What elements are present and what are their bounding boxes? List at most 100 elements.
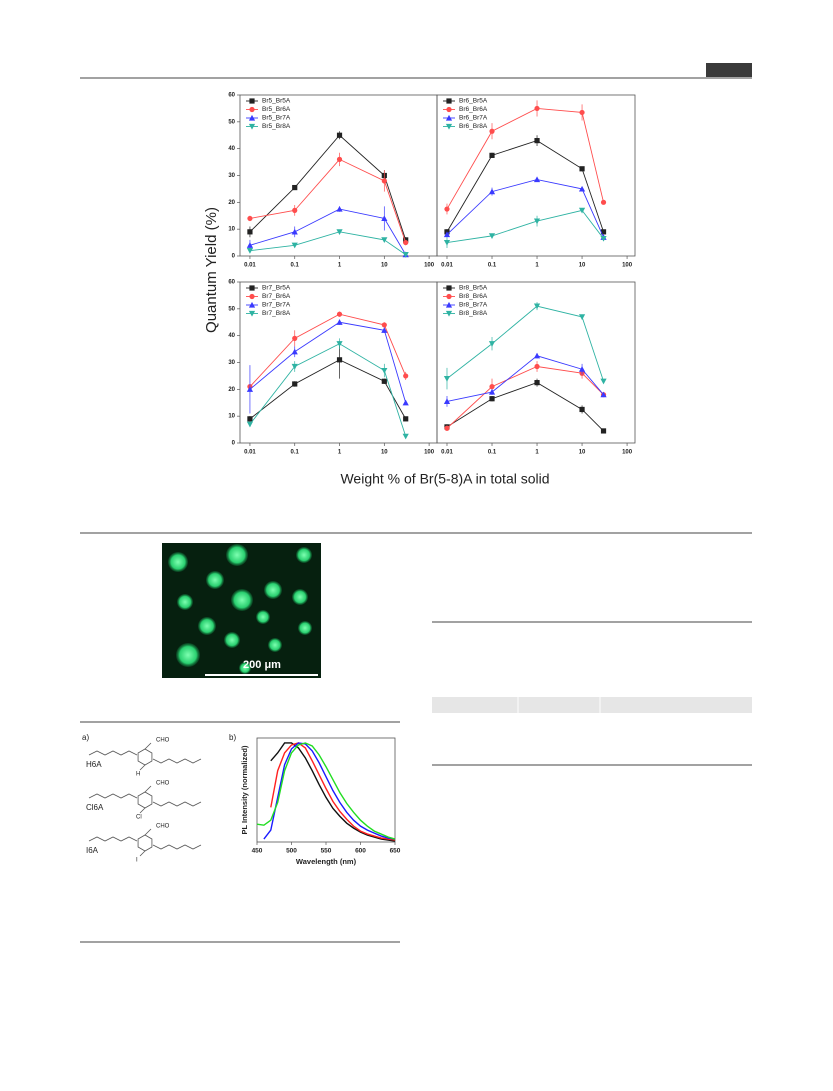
point (402, 433, 409, 440)
alkoxy-chain (88, 836, 138, 842)
legend-marker (249, 285, 255, 291)
legend-label: Br7_Br6A (262, 293, 291, 300)
point (291, 242, 298, 249)
x-tick-label: 0.1 (291, 263, 300, 269)
point (403, 239, 409, 246)
legend-marker (248, 301, 256, 308)
point (488, 388, 496, 395)
point (403, 416, 409, 422)
y-tick-label: 0 (232, 441, 236, 447)
compound-name: Cl6A (86, 803, 104, 812)
point (443, 239, 451, 246)
x-tick-label: 100 (424, 450, 435, 456)
legend-label: Br6_Br8A (459, 123, 488, 130)
y-axis-label: PL Intensity (normalized) (240, 745, 249, 835)
legend-marker (248, 114, 256, 121)
point (489, 128, 495, 134)
chart: 0.01 0.1 1 10 1000102030405060Br5_Br5ABr5_Br… (228, 93, 438, 269)
point (600, 428, 607, 434)
point (578, 207, 586, 214)
y-tick-label: 20 (228, 200, 235, 206)
alkoxy-chain (88, 750, 138, 756)
legend-marker (446, 293, 452, 300)
point (534, 380, 540, 386)
legend-label: Br7_Br5A (262, 285, 291, 292)
alkoxy-chain (152, 801, 202, 807)
legend-marker (445, 123, 453, 130)
x-tick-label: 0.01 (441, 263, 453, 269)
chart: 450 500 550 600 650 Wavelength (nm) PL Intensi… (240, 737, 401, 866)
legend-marker (249, 98, 255, 104)
y-tick-label: 20 (228, 387, 235, 393)
legend-marker (249, 293, 255, 300)
point (600, 229, 607, 235)
legend-label: Br8_Br6A (459, 293, 488, 300)
x-tick-label: 0.01 (244, 263, 256, 269)
x-tick-label: 0.1 (488, 263, 497, 269)
point (489, 396, 495, 402)
point (246, 421, 254, 428)
point (336, 311, 343, 317)
cells (168, 544, 312, 674)
bond (144, 828, 152, 836)
point (292, 184, 298, 191)
micrograph: 200 μm (162, 543, 321, 678)
x-axis-label: Wavelength (nm) (296, 857, 357, 866)
point (336, 156, 343, 162)
point (292, 207, 298, 213)
point (489, 152, 495, 158)
point (533, 352, 541, 359)
x-tick-label: 10 (381, 450, 388, 456)
legend-label: Br6_Br7A (459, 115, 488, 122)
legend-label: Br7_Br7A (262, 302, 291, 309)
point (336, 319, 343, 325)
point (600, 391, 607, 398)
point (534, 105, 540, 112)
legend-marker (248, 123, 256, 130)
y-tick-label: 30 (228, 360, 235, 366)
x-tick-label: 100 (622, 263, 633, 269)
point (600, 235, 607, 242)
y-tick-label: 60 (228, 93, 235, 99)
x-tick-label: 100 (622, 450, 633, 456)
series-line (270, 742, 396, 842)
point (247, 215, 253, 222)
point (443, 398, 451, 405)
x-tick-label: 500 (286, 848, 297, 855)
bond (139, 807, 146, 814)
compound-name: I6A (86, 846, 99, 855)
legend-label: Br7_Br8A (262, 310, 291, 317)
point (600, 378, 607, 385)
point (381, 322, 387, 328)
point (246, 242, 254, 248)
x-tick-label: 650 (390, 848, 401, 855)
table-header (432, 697, 752, 713)
x-tick-label: 1 (535, 450, 539, 456)
point (488, 233, 496, 239)
bond (139, 764, 146, 771)
series-line (256, 742, 396, 840)
y-tick-label: 50 (228, 119, 235, 125)
x-tick-label: 0.1 (488, 450, 497, 456)
point (336, 205, 343, 212)
x-tick-label: 0.01 (244, 450, 256, 456)
point (489, 384, 495, 390)
point (533, 176, 541, 183)
legend-label: Br8_Br5A (459, 285, 488, 292)
legend-label: Br6_Br5A (459, 98, 488, 105)
x-tick-label: 10 (381, 263, 388, 269)
point (488, 341, 496, 347)
alkoxy-chain (152, 844, 202, 850)
x-tick-label: 0.01 (441, 450, 453, 456)
point (247, 416, 253, 422)
legend-label: Br5_Br5A (262, 98, 291, 105)
point (381, 237, 388, 243)
x-tick-label: 550 (321, 848, 332, 855)
group-label: CHO (156, 824, 170, 830)
legend-marker (446, 98, 452, 104)
legend-marker (445, 114, 453, 121)
alkoxy-chain (88, 793, 138, 799)
legend-label: Br5_Br8A (262, 123, 291, 130)
y-axis-label: Quantum Yield (%) (203, 207, 220, 333)
legend-label: Br8_Br7A (459, 302, 488, 309)
